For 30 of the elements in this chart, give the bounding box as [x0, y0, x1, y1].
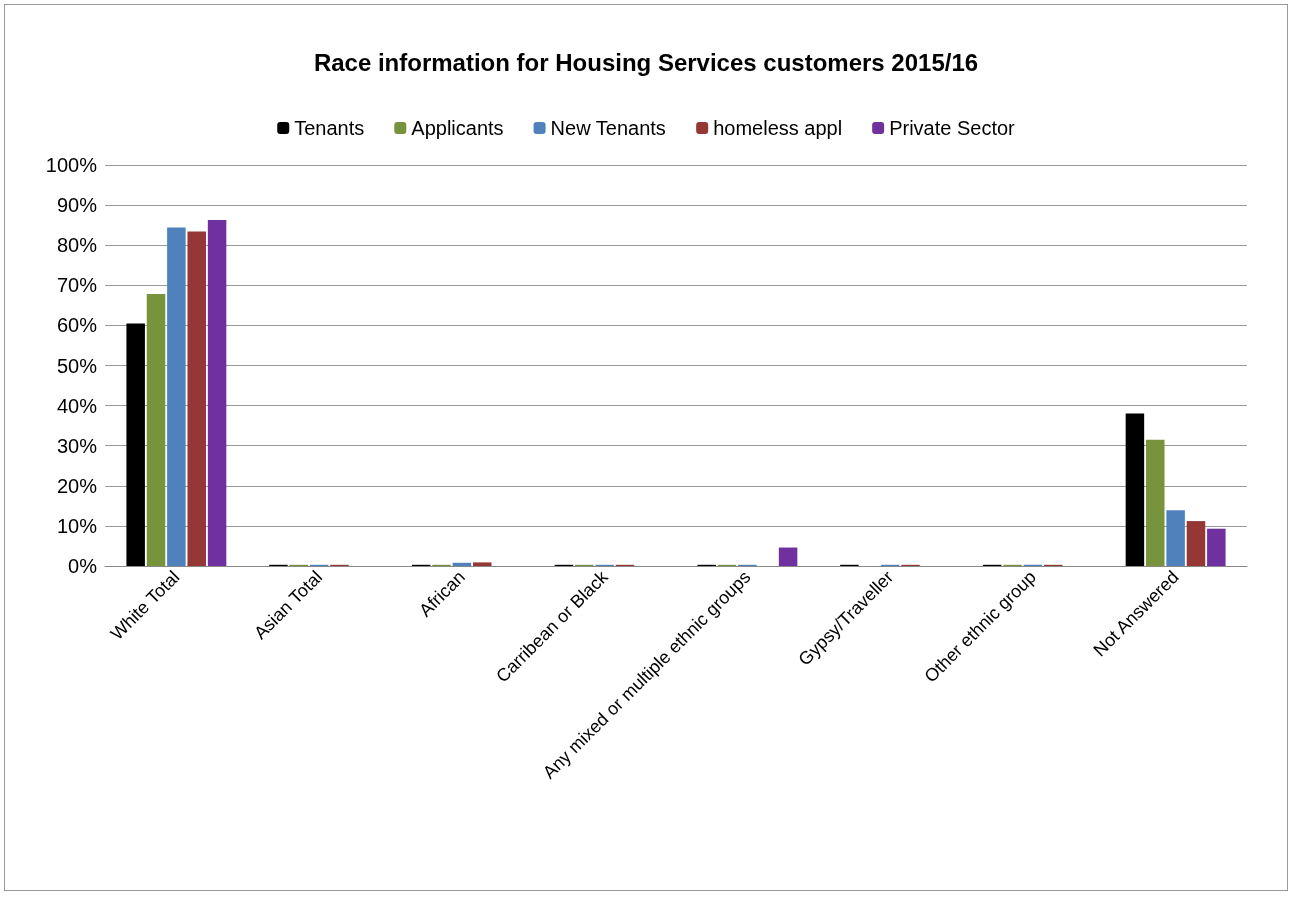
y-tick-label: 70%	[56, 274, 98, 297]
bar	[452, 562, 472, 566]
y-tick-label: 10%	[56, 514, 98, 537]
bar	[1186, 521, 1206, 566]
legend-label: Private Sector	[889, 117, 1016, 139]
legend-label: Applicants	[411, 117, 504, 139]
chart-title: Race information for Housing Services customers 2015/16	[313, 48, 979, 76]
y-tick-label: 0%	[68, 555, 98, 577]
bar	[1166, 510, 1185, 566]
y-tick-label: 90%	[56, 194, 98, 217]
bar	[187, 231, 206, 566]
bar	[472, 562, 492, 566]
y-tick-label: 50%	[56, 354, 98, 377]
y-tick-label: 80%	[56, 234, 98, 257]
y-tick-label: 30%	[56, 434, 98, 457]
bar	[126, 323, 145, 566]
bar	[1146, 439, 1165, 566]
bar	[167, 227, 186, 566]
bar	[778, 547, 798, 566]
bar	[207, 219, 227, 566]
y-tick-label: 60%	[56, 314, 98, 337]
bar	[1207, 528, 1226, 566]
bar	[146, 294, 166, 566]
legend-label: Tenants	[294, 117, 365, 139]
legend-label: homeless appl	[713, 117, 843, 139]
y-tick-label: 40%	[56, 394, 98, 417]
y-tick-label: 20%	[56, 474, 98, 497]
bar	[1125, 413, 1145, 566]
y-tick-label: 100%	[45, 154, 98, 176]
legend-label: New Tenants	[550, 117, 666, 139]
